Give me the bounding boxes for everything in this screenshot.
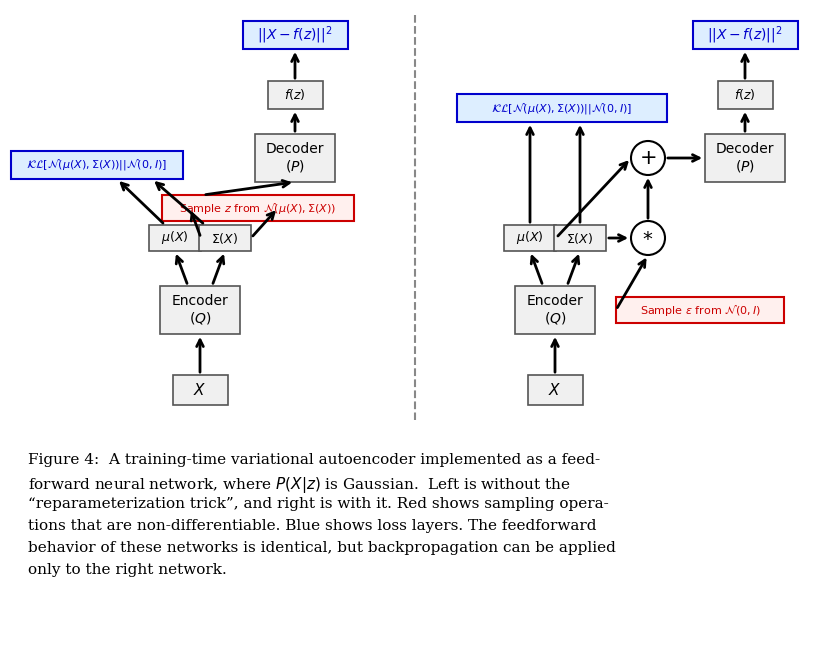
Text: $\Sigma(X)$: $\Sigma(X)$	[567, 230, 593, 245]
FancyBboxPatch shape	[243, 21, 348, 49]
FancyBboxPatch shape	[705, 134, 785, 182]
FancyBboxPatch shape	[693, 21, 798, 49]
FancyBboxPatch shape	[160, 286, 240, 334]
Text: $\mathcal{KL}[\mathcal{N}(\mu(X),\Sigma(X))||\mathcal{N}(0,I)]$: $\mathcal{KL}[\mathcal{N}(\mu(X),\Sigma(…	[492, 101, 632, 116]
FancyBboxPatch shape	[268, 81, 322, 109]
FancyBboxPatch shape	[457, 94, 667, 122]
Text: Figure 4:  A training-time variational autoencoder implemented as a feed-: Figure 4: A training-time variational au…	[28, 453, 600, 467]
FancyBboxPatch shape	[527, 375, 583, 405]
Text: Decoder
$(P)$: Decoder $(P)$	[265, 142, 324, 174]
Text: Sample $z$ from $\mathcal{N}(\mu(X),\Sigma(X))$: Sample $z$ from $\mathcal{N}(\mu(X),\Sig…	[179, 201, 336, 216]
FancyBboxPatch shape	[199, 225, 251, 251]
Text: $f(z)$: $f(z)$	[284, 88, 306, 103]
Text: “reparameterization trick”, and right is with it. Red shows sampling opera-: “reparameterization trick”, and right is…	[28, 497, 609, 511]
Text: Encoder
$(Q)$: Encoder $(Q)$	[527, 294, 584, 326]
Circle shape	[631, 221, 665, 255]
Text: Decoder
$(P)$: Decoder $(P)$	[716, 142, 774, 174]
FancyBboxPatch shape	[515, 286, 595, 334]
FancyBboxPatch shape	[554, 225, 606, 251]
Text: forward neural network, where $P(X|z)$ is Gaussian.  Left is without the: forward neural network, where $P(X|z)$ i…	[28, 475, 571, 495]
FancyBboxPatch shape	[162, 195, 354, 221]
FancyBboxPatch shape	[173, 375, 227, 405]
Text: $\mu(X)$: $\mu(X)$	[516, 230, 544, 247]
Text: $\mu(X)$: $\mu(X)$	[161, 230, 189, 247]
Text: $f(z)$: $f(z)$	[734, 88, 756, 103]
FancyBboxPatch shape	[255, 134, 335, 182]
Text: $\Sigma(X)$: $\Sigma(X)$	[212, 230, 239, 245]
Circle shape	[631, 141, 665, 175]
Text: Encoder
$(Q)$: Encoder $(Q)$	[172, 294, 229, 326]
Text: $||X - f(z)||^2$: $||X - f(z)||^2$	[707, 24, 783, 46]
FancyBboxPatch shape	[616, 297, 784, 323]
Text: $X$: $X$	[549, 382, 562, 398]
FancyBboxPatch shape	[504, 225, 556, 251]
Text: $*$: $*$	[642, 228, 654, 247]
FancyBboxPatch shape	[149, 225, 201, 251]
Text: behavior of these networks is identical, but backpropagation can be applied: behavior of these networks is identical,…	[28, 541, 616, 555]
FancyBboxPatch shape	[717, 81, 772, 109]
Text: $+$: $+$	[639, 148, 657, 168]
Text: tions that are non-differentiable. Blue shows loss layers. The feedforward: tions that are non-differentiable. Blue …	[28, 519, 597, 533]
Text: Sample $\epsilon$ from $\mathcal{N}(0, I)$: Sample $\epsilon$ from $\mathcal{N}(0, I…	[640, 303, 760, 317]
FancyBboxPatch shape	[11, 151, 183, 179]
Text: $X$: $X$	[193, 382, 207, 398]
Text: only to the right network.: only to the right network.	[28, 563, 227, 577]
Text: $||X - f(z)||^2$: $||X - f(z)||^2$	[257, 24, 333, 46]
Text: $\mathcal{KL}[\mathcal{N}(\mu(X),\Sigma(X))||\mathcal{N}(0,I)]$: $\mathcal{KL}[\mathcal{N}(\mu(X),\Sigma(…	[26, 158, 168, 173]
